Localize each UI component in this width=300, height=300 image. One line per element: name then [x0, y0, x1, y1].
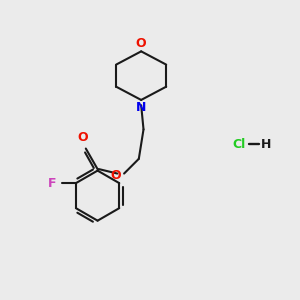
Text: O: O: [111, 169, 122, 182]
Text: O: O: [78, 131, 88, 144]
Text: Cl: Cl: [232, 138, 246, 151]
Text: O: O: [136, 37, 146, 50]
Text: F: F: [48, 177, 57, 190]
Text: N: N: [136, 101, 146, 114]
Text: H: H: [260, 138, 271, 151]
